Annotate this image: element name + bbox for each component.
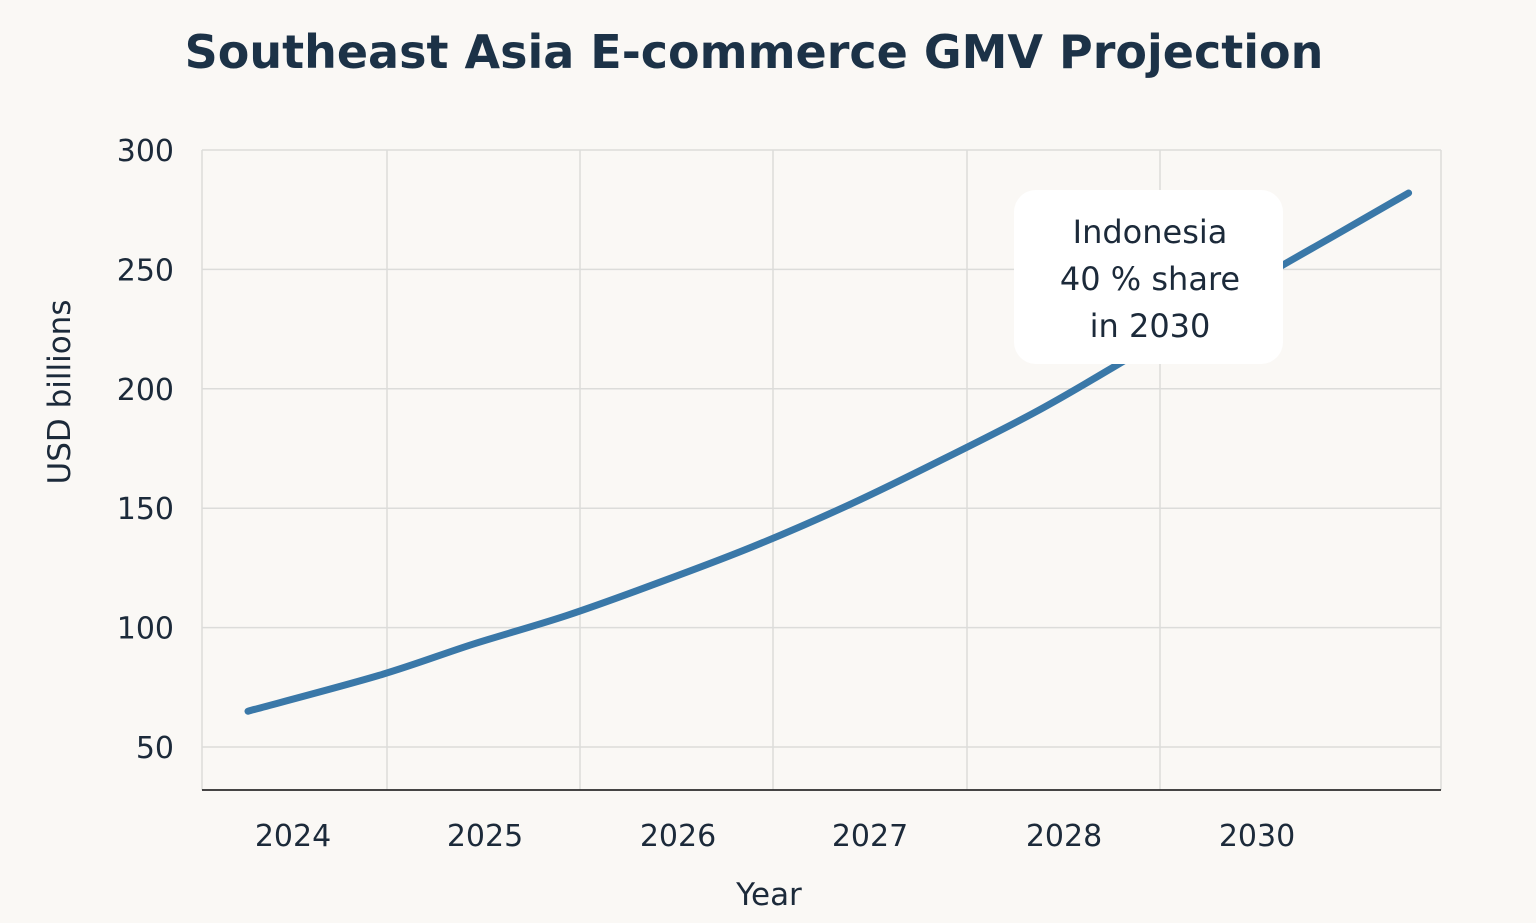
y-tick-label-250: 250 <box>117 253 174 288</box>
x-tick-label-2026: 2026 <box>640 819 716 854</box>
x-tick-label-2030: 2030 <box>1219 819 1295 854</box>
y-tick-label-100: 100 <box>117 612 174 647</box>
x-tick-label-2028: 2028 <box>1026 819 1102 854</box>
x-tick-label-2024: 2024 <box>255 819 331 854</box>
annotation: Indonesia 40 % share in 2030 <box>1014 190 1283 364</box>
annotation-box <box>1014 190 1283 364</box>
y-tick-label-150: 150 <box>117 492 174 527</box>
x-axis-ticks: 2024 2025 2026 2027 2028 2030 <box>255 819 1295 854</box>
y-tick-label-50: 50 <box>136 731 174 766</box>
x-tick-label-2027: 2027 <box>832 819 908 854</box>
x-tick-label-2025: 2025 <box>447 819 523 854</box>
annotation-line-3: in 2030 <box>1090 307 1211 345</box>
y-axis-label: USD billions <box>42 300 78 485</box>
x-axis-label: Year <box>735 877 802 913</box>
chart-title: Southeast Asia E-commerce GMV Projection <box>185 25 1324 79</box>
annotation-line-1: Indonesia <box>1073 213 1228 251</box>
annotation-line-2: 40 % share <box>1060 260 1240 298</box>
y-tick-label-300: 300 <box>117 134 174 169</box>
y-tick-label-200: 200 <box>117 373 174 408</box>
y-axis-ticks: 50 100 150 200 250 300 <box>117 134 174 766</box>
